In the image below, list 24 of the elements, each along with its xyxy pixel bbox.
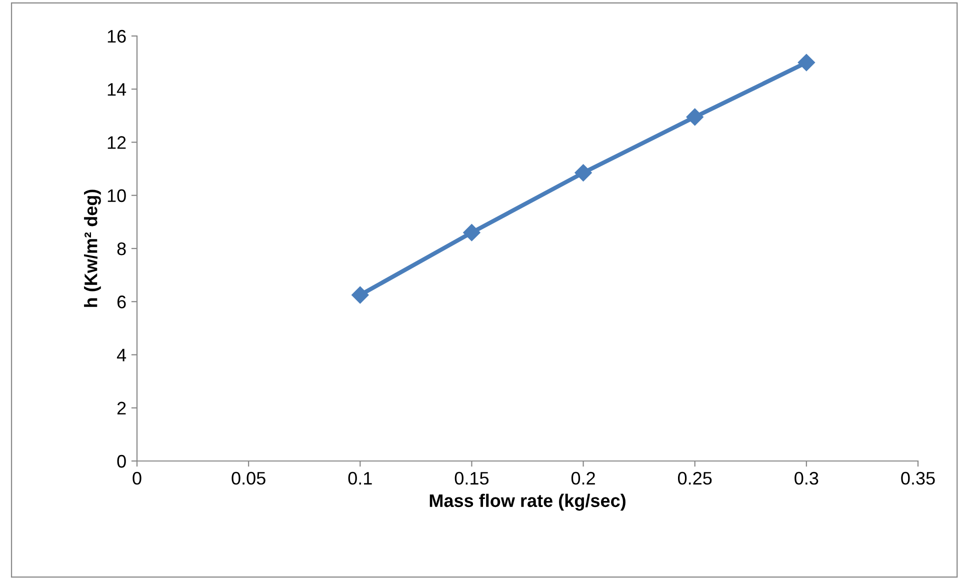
x-tick-label: 0.35 xyxy=(901,472,935,485)
y-tick-label: 2 xyxy=(117,402,126,414)
x-tick-label: 0.3 xyxy=(794,472,818,485)
y-tick-label: 10 xyxy=(108,189,126,202)
x-axis-title: Mass flow rate (kg/sec) xyxy=(430,494,626,511)
x-tick-label: 0.25 xyxy=(678,472,712,485)
point xyxy=(798,54,815,72)
y-axis-title: h (Kw/m² deg) xyxy=(84,190,101,307)
x-tick-label: 0.1 xyxy=(348,472,372,485)
y-tick-label: 14 xyxy=(108,83,126,96)
point xyxy=(352,286,369,304)
point xyxy=(463,224,480,242)
y-tick-label: 4 xyxy=(116,348,126,362)
x-tick-label: 0 xyxy=(132,472,142,485)
x-tick-label: 0.15 xyxy=(454,472,489,485)
y-tick-label: 6 xyxy=(117,296,126,308)
y-tick-label: 0 xyxy=(117,454,126,468)
y-tick-label: 12 xyxy=(108,136,126,149)
point xyxy=(574,164,592,182)
y-tick-label: 16 xyxy=(108,30,126,43)
point xyxy=(686,108,704,126)
y-tick-label: 8 xyxy=(117,242,126,256)
x-tick-label: 0.05 xyxy=(232,472,266,485)
x-tick-label: 0.2 xyxy=(571,472,595,485)
